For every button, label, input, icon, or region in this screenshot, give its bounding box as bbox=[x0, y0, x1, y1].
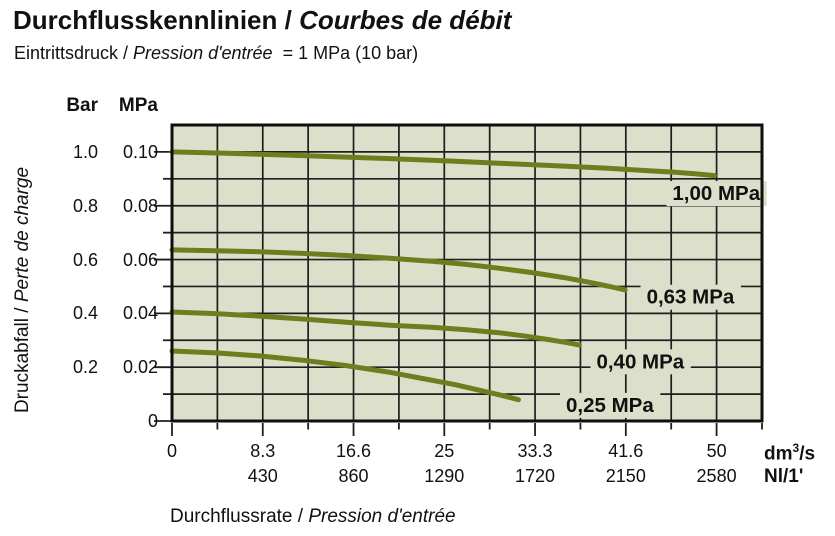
x-tick-nl: 2580 bbox=[696, 466, 737, 486]
y-tick-bar: 0.2 bbox=[72, 357, 98, 378]
curve-label: 0,63 MPa bbox=[647, 286, 735, 309]
plot-border bbox=[170, 123, 764, 423]
y-tick-bar: 0.6 bbox=[72, 249, 98, 270]
y-unit-bar: Bar bbox=[66, 95, 98, 116]
x-axis-title-fr: Pression d'entrée bbox=[308, 506, 456, 527]
subtitle-de: Eintrittsdruck / bbox=[14, 43, 129, 63]
x-unit-primary: dm3/s bbox=[764, 441, 815, 465]
page-title-de: Durchflusskennlinien / bbox=[13, 5, 292, 35]
x-tick-dm3s: 33.3 bbox=[517, 441, 553, 461]
flow-curve bbox=[169, 309, 582, 348]
curve-label-background bbox=[666, 181, 767, 207]
flow-curve bbox=[169, 149, 717, 179]
x-tick-nl: 430 bbox=[247, 466, 278, 486]
y-tick-mpa: 0.02 bbox=[122, 357, 158, 378]
x-tick-dm3s: 41.6 bbox=[608, 441, 644, 461]
x-tick-nl: 2150 bbox=[605, 466, 646, 486]
x-unit-primary-post: /s bbox=[799, 443, 816, 465]
x-tick-nl: 1720 bbox=[515, 466, 556, 486]
x-tick-dm3s: 16.6 bbox=[335, 441, 372, 461]
x-tick-dm3s: 25 bbox=[434, 441, 455, 461]
x-tick-dm3s: 8.3 bbox=[250, 441, 276, 461]
x-tick-dm3s: 50 bbox=[706, 441, 727, 461]
curve-label: 1,00 MPa bbox=[672, 182, 760, 205]
flow-curve bbox=[169, 348, 521, 403]
x-tick-dm3s: 0 bbox=[166, 441, 177, 461]
curve-label: 0,40 MPa bbox=[596, 350, 684, 373]
x-axis-title-de: Durchflussrate / bbox=[170, 506, 304, 527]
y-tick-mpa: 0.04 bbox=[122, 303, 158, 324]
subtitle-fr: Pression d'entrée bbox=[133, 43, 273, 63]
y-tick-bar: 0.8 bbox=[72, 195, 98, 216]
curve-label: 0,25 MPa bbox=[566, 394, 654, 417]
flow-curve bbox=[169, 247, 628, 293]
y-tick-bar: 1.0 bbox=[72, 141, 98, 162]
chart-subtitle: Eintrittsdruck / Pression d'entrée = 1 M… bbox=[14, 43, 418, 64]
curve-label-background bbox=[640, 284, 741, 310]
y-tick-mpa: 0 bbox=[147, 411, 158, 431]
y-tick-mpa: 0.10 bbox=[122, 141, 158, 162]
x-tick-nl: 860 bbox=[338, 466, 369, 486]
x-unit-secondary: Nl/1' bbox=[764, 466, 804, 487]
x-unit-primary-pre: dm bbox=[764, 443, 793, 465]
y-tick-mpa: 0.06 bbox=[122, 249, 158, 270]
curve-label-background bbox=[559, 392, 661, 418]
y-unit-mpa: MPa bbox=[118, 95, 158, 116]
plot-background bbox=[172, 125, 762, 421]
page-title: Durchflusskennlinien / Courbes de débit bbox=[13, 5, 511, 36]
subtitle-value: = 1 MPa (10 bar) bbox=[282, 43, 419, 63]
y-tick-bar: 0.4 bbox=[72, 303, 98, 324]
x-unit-primary-sup: 3 bbox=[792, 441, 800, 455]
x-tick-nl: 1290 bbox=[424, 466, 465, 486]
x-axis-title: Durchflussrate / Pression d'entrée bbox=[170, 506, 456, 528]
y-tick-mpa: 0.08 bbox=[122, 195, 158, 216]
page-title-fr: Courbes de débit bbox=[299, 5, 512, 35]
curve-label-background bbox=[590, 349, 691, 375]
